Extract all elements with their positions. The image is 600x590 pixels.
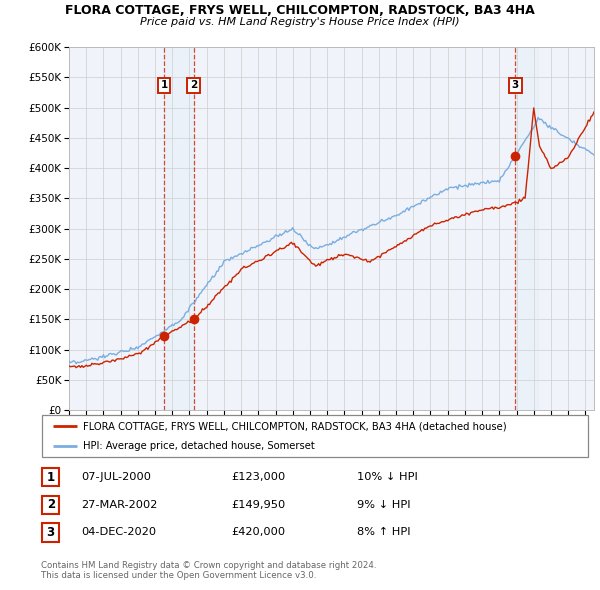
Text: Contains HM Land Registry data © Crown copyright and database right 2024.: Contains HM Land Registry data © Crown c… bbox=[41, 560, 376, 569]
Bar bbox=[515, 47, 538, 410]
Text: 9% ↓ HPI: 9% ↓ HPI bbox=[357, 500, 410, 510]
Text: £420,000: £420,000 bbox=[231, 527, 285, 537]
Text: 04-DEC-2020: 04-DEC-2020 bbox=[81, 527, 156, 537]
Text: 3: 3 bbox=[47, 526, 55, 539]
Text: This data is licensed under the Open Government Licence v3.0.: This data is licensed under the Open Gov… bbox=[41, 571, 316, 579]
Text: 10% ↓ HPI: 10% ↓ HPI bbox=[357, 472, 418, 482]
Text: 1: 1 bbox=[160, 80, 167, 90]
Text: Price paid vs. HM Land Registry's House Price Index (HPI): Price paid vs. HM Land Registry's House … bbox=[140, 17, 460, 27]
Bar bbox=[164, 47, 194, 410]
Text: 07-JUL-2000: 07-JUL-2000 bbox=[81, 472, 151, 482]
Text: FLORA COTTAGE, FRYS WELL, CHILCOMPTON, RADSTOCK, BA3 4HA (detached house): FLORA COTTAGE, FRYS WELL, CHILCOMPTON, R… bbox=[83, 421, 506, 431]
Text: FLORA COTTAGE, FRYS WELL, CHILCOMPTON, RADSTOCK, BA3 4HA: FLORA COTTAGE, FRYS WELL, CHILCOMPTON, R… bbox=[65, 4, 535, 17]
Bar bbox=[43, 468, 59, 486]
Text: 3: 3 bbox=[512, 80, 519, 90]
Text: 2: 2 bbox=[190, 80, 197, 90]
Text: 8% ↑ HPI: 8% ↑ HPI bbox=[357, 527, 410, 537]
Text: 1: 1 bbox=[47, 470, 55, 484]
Text: 27-MAR-2002: 27-MAR-2002 bbox=[81, 500, 157, 510]
Text: 2: 2 bbox=[47, 498, 55, 512]
Text: HPI: Average price, detached house, Somerset: HPI: Average price, detached house, Some… bbox=[83, 441, 314, 451]
Bar bbox=[43, 523, 59, 542]
Bar bbox=[43, 496, 59, 514]
Text: £149,950: £149,950 bbox=[231, 500, 285, 510]
Text: £123,000: £123,000 bbox=[231, 472, 285, 482]
